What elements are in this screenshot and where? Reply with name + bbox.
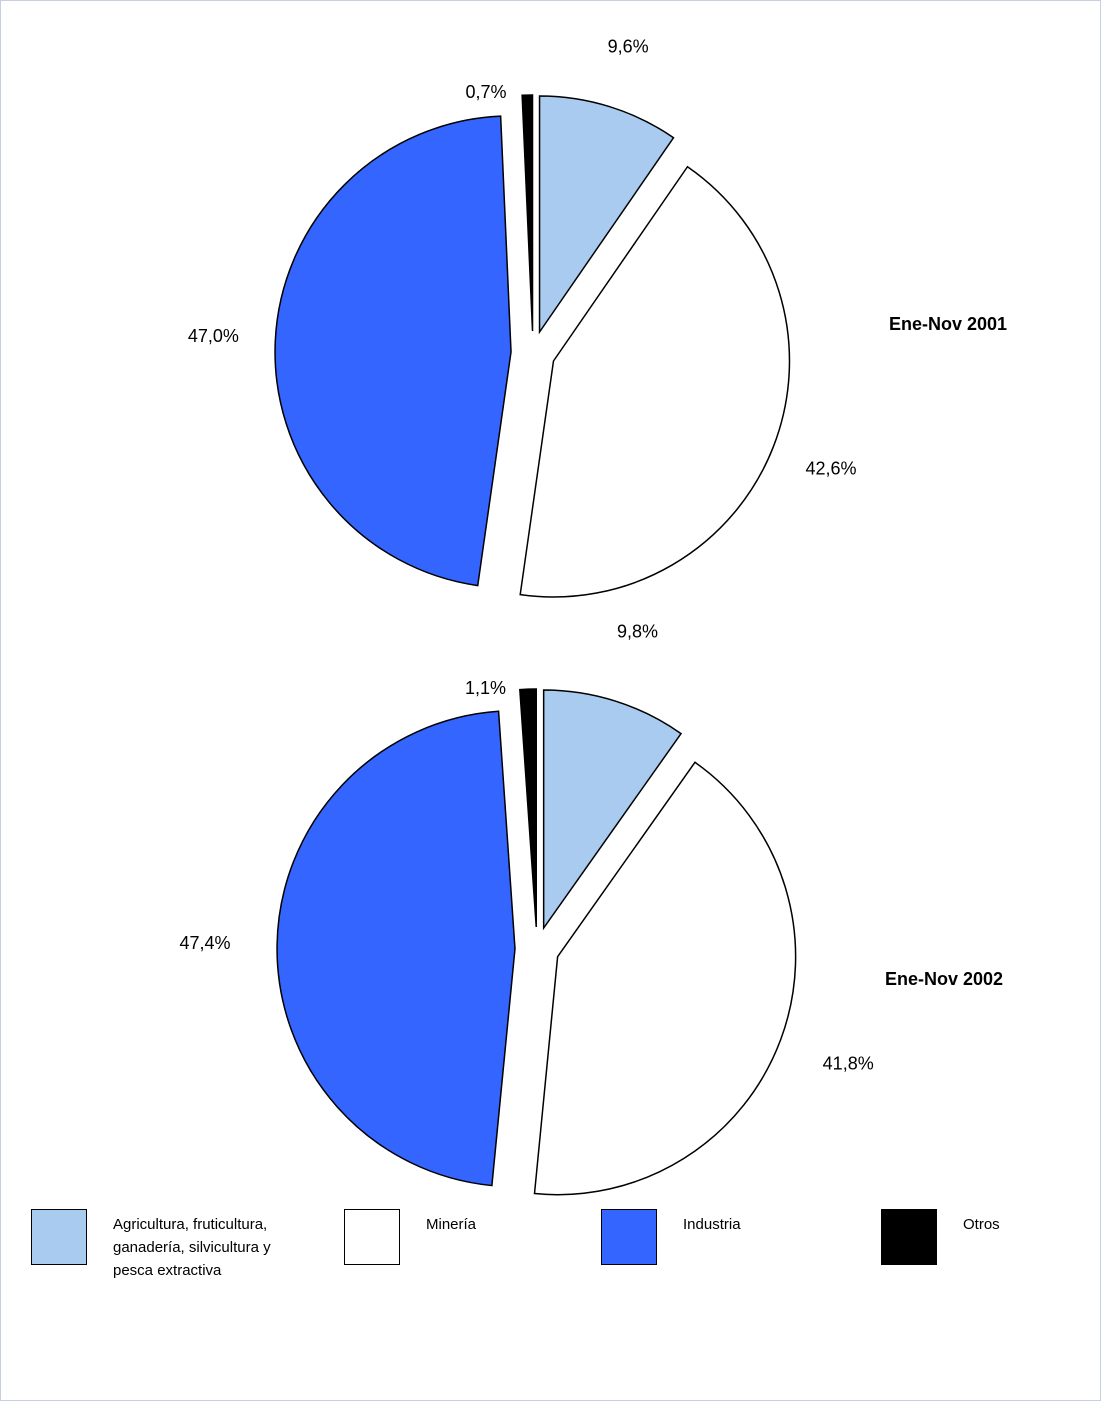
slice-label-mineria-2001: 42,6% (805, 458, 856, 478)
slice-label-industria-2001: 47,0% (188, 326, 239, 346)
pie-chart-2001: 9,6% 42,6% 47,0% 0,7% (188, 36, 857, 597)
pie-chart-2002: 9,8% 41,8% 47,4% 1,1% (179, 621, 873, 1194)
pie-slice-otros-2002 (520, 689, 536, 927)
legend-swatch-mineria (344, 1209, 400, 1265)
chart-title-2002: Ene-Nov 2002 (885, 969, 1003, 990)
legend-label-mineria: Minería (426, 1213, 476, 1236)
pie-slice-industria-2002 (277, 711, 515, 1185)
legend-label-industria: Industria (683, 1213, 741, 1236)
legend-label-otros: Otros (963, 1213, 1000, 1236)
pie-slice-otros-2001 (522, 95, 532, 331)
slice-label-industria-2002: 47,4% (179, 933, 230, 953)
slice-label-mineria-2002: 41,8% (823, 1054, 874, 1074)
slice-label-otros-2002: 1,1% (465, 678, 506, 698)
legend-label-agricultura: Agricultura, fruticultura, ganadería, si… (113, 1213, 313, 1282)
slice-label-otros-2001: 0,7% (465, 82, 506, 102)
slice-label-agricultura-2002: 9,8% (617, 621, 658, 641)
legend-swatch-agricultura (31, 1209, 87, 1265)
legend-swatch-industria (601, 1209, 657, 1265)
legend-swatch-otros (881, 1209, 937, 1265)
pie-slice-industria-2001 (275, 116, 511, 585)
slice-label-agricultura-2001: 9,6% (608, 36, 649, 56)
chart-title-2001: Ene-Nov 2001 (889, 314, 1007, 335)
